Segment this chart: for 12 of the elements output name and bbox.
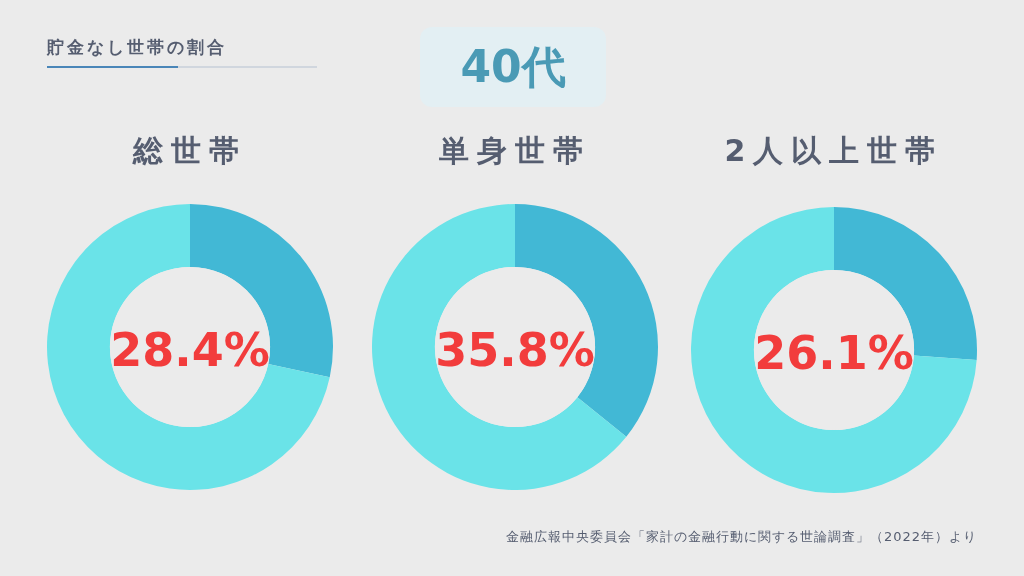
donut-slice xyxy=(691,207,977,493)
chart-title: 単身世帯 xyxy=(439,132,591,168)
chart-title: 2人以上世帯 xyxy=(724,132,944,168)
text: 26.1% xyxy=(754,326,914,380)
text: 28.4% xyxy=(110,323,270,377)
text: 貯金なし世帯の割合 xyxy=(46,37,227,57)
donut-slice xyxy=(372,204,627,490)
donut-slice xyxy=(47,204,330,490)
text: 金融広報中央委員会「家計の金融行動に関する世論調査」（2022年）より xyxy=(505,528,977,544)
text: 35.8% xyxy=(435,323,595,377)
chart-title: 総世帯 xyxy=(132,132,247,168)
text: 40代 xyxy=(460,40,566,92)
